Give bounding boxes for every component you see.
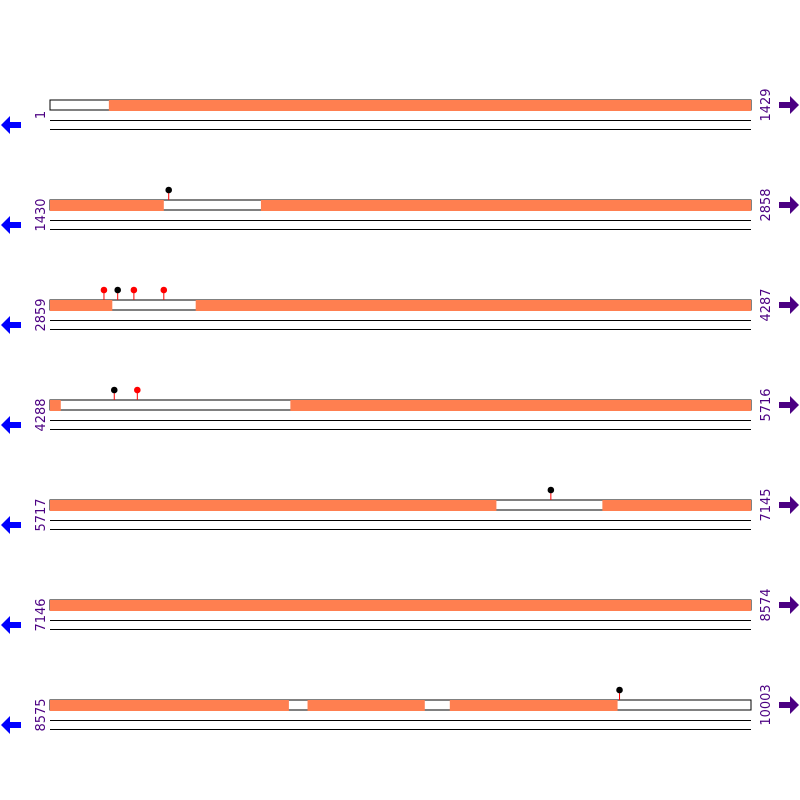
- row-start-label: 8575: [34, 698, 49, 731]
- feature-bar[interactable]: [195, 300, 751, 311]
- left-arrow-icon[interactable]: [1, 316, 21, 334]
- variant-marker[interactable]: [547, 486, 555, 500]
- right-arrow-icon[interactable]: [779, 296, 799, 314]
- right-arrow-icon[interactable]: [779, 196, 799, 214]
- marker-head: [160, 286, 168, 294]
- left-arrow-icon[interactable]: [1, 216, 21, 234]
- feature-bar[interactable]: [108, 100, 752, 111]
- feature-bar[interactable]: [260, 200, 751, 211]
- row-start-label: 5717: [34, 498, 49, 531]
- sequence-row: 1430 2858: [1, 186, 799, 234]
- right-arrow-icon[interactable]: [779, 496, 799, 514]
- sequence-row: 2859 4287: [1, 286, 799, 334]
- feature-bar[interactable]: [50, 300, 113, 311]
- sequence-row: 5717 7145: [1, 486, 799, 534]
- feature-bar[interactable]: [50, 200, 164, 211]
- feature-bar[interactable]: [307, 700, 425, 711]
- left-arrow-icon[interactable]: [1, 516, 21, 534]
- row-start-label: 7146: [34, 598, 49, 631]
- row-end-label: 7145: [759, 488, 774, 521]
- right-arrow-icon[interactable]: [779, 596, 799, 614]
- marker-head: [110, 386, 118, 394]
- row-start-label: 1430: [34, 198, 49, 231]
- variant-marker[interactable]: [616, 686, 623, 700]
- row-start-label: 1: [34, 111, 49, 119]
- row-end-label: 10003: [759, 684, 774, 725]
- feature-bar[interactable]: [449, 700, 618, 711]
- left-arrow-icon[interactable]: [1, 416, 21, 434]
- variant-marker[interactable]: [130, 286, 138, 300]
- right-arrow-icon[interactable]: [779, 396, 799, 414]
- marker-head: [165, 186, 173, 194]
- right-arrow-icon[interactable]: [779, 96, 799, 114]
- variant-marker[interactable]: [160, 286, 168, 300]
- row-start-label: 2859: [34, 298, 49, 331]
- row-start-label: 4288: [34, 398, 49, 431]
- marker-head: [134, 386, 141, 394]
- left-arrow-icon[interactable]: [1, 616, 21, 634]
- left-arrow-icon[interactable]: [1, 716, 21, 734]
- feature-bar[interactable]: [290, 400, 751, 411]
- feature-bar[interactable]: [50, 400, 61, 411]
- marker-head: [100, 286, 108, 294]
- variant-marker[interactable]: [134, 386, 141, 400]
- sequence-row: 7146 8574: [1, 588, 799, 634]
- variant-marker[interactable]: [114, 286, 121, 300]
- left-arrow-icon[interactable]: [1, 116, 21, 134]
- sequence-row: 1 1429: [1, 88, 799, 134]
- marker-head: [130, 286, 138, 294]
- variant-marker[interactable]: [110, 386, 118, 400]
- variant-marker[interactable]: [165, 186, 173, 200]
- row-end-label: 8574: [759, 588, 774, 621]
- feature-bar[interactable]: [50, 500, 497, 511]
- row-end-label: 2858: [759, 188, 774, 221]
- feature-bar[interactable]: [50, 600, 751, 611]
- feature-bar[interactable]: [602, 500, 751, 511]
- marker-head: [114, 286, 121, 294]
- row-end-label: 4287: [759, 288, 774, 321]
- marker-head: [547, 486, 555, 494]
- sequence-row: 4288 5716: [1, 386, 799, 434]
- feature-bar[interactable]: [50, 700, 289, 711]
- right-arrow-icon[interactable]: [779, 696, 799, 714]
- row-end-label: 1429: [759, 88, 774, 121]
- sequence-row: 8575 10003: [1, 684, 799, 734]
- marker-head: [616, 686, 623, 694]
- variant-marker[interactable]: [100, 286, 108, 300]
- row-end-label: 5716: [759, 388, 774, 421]
